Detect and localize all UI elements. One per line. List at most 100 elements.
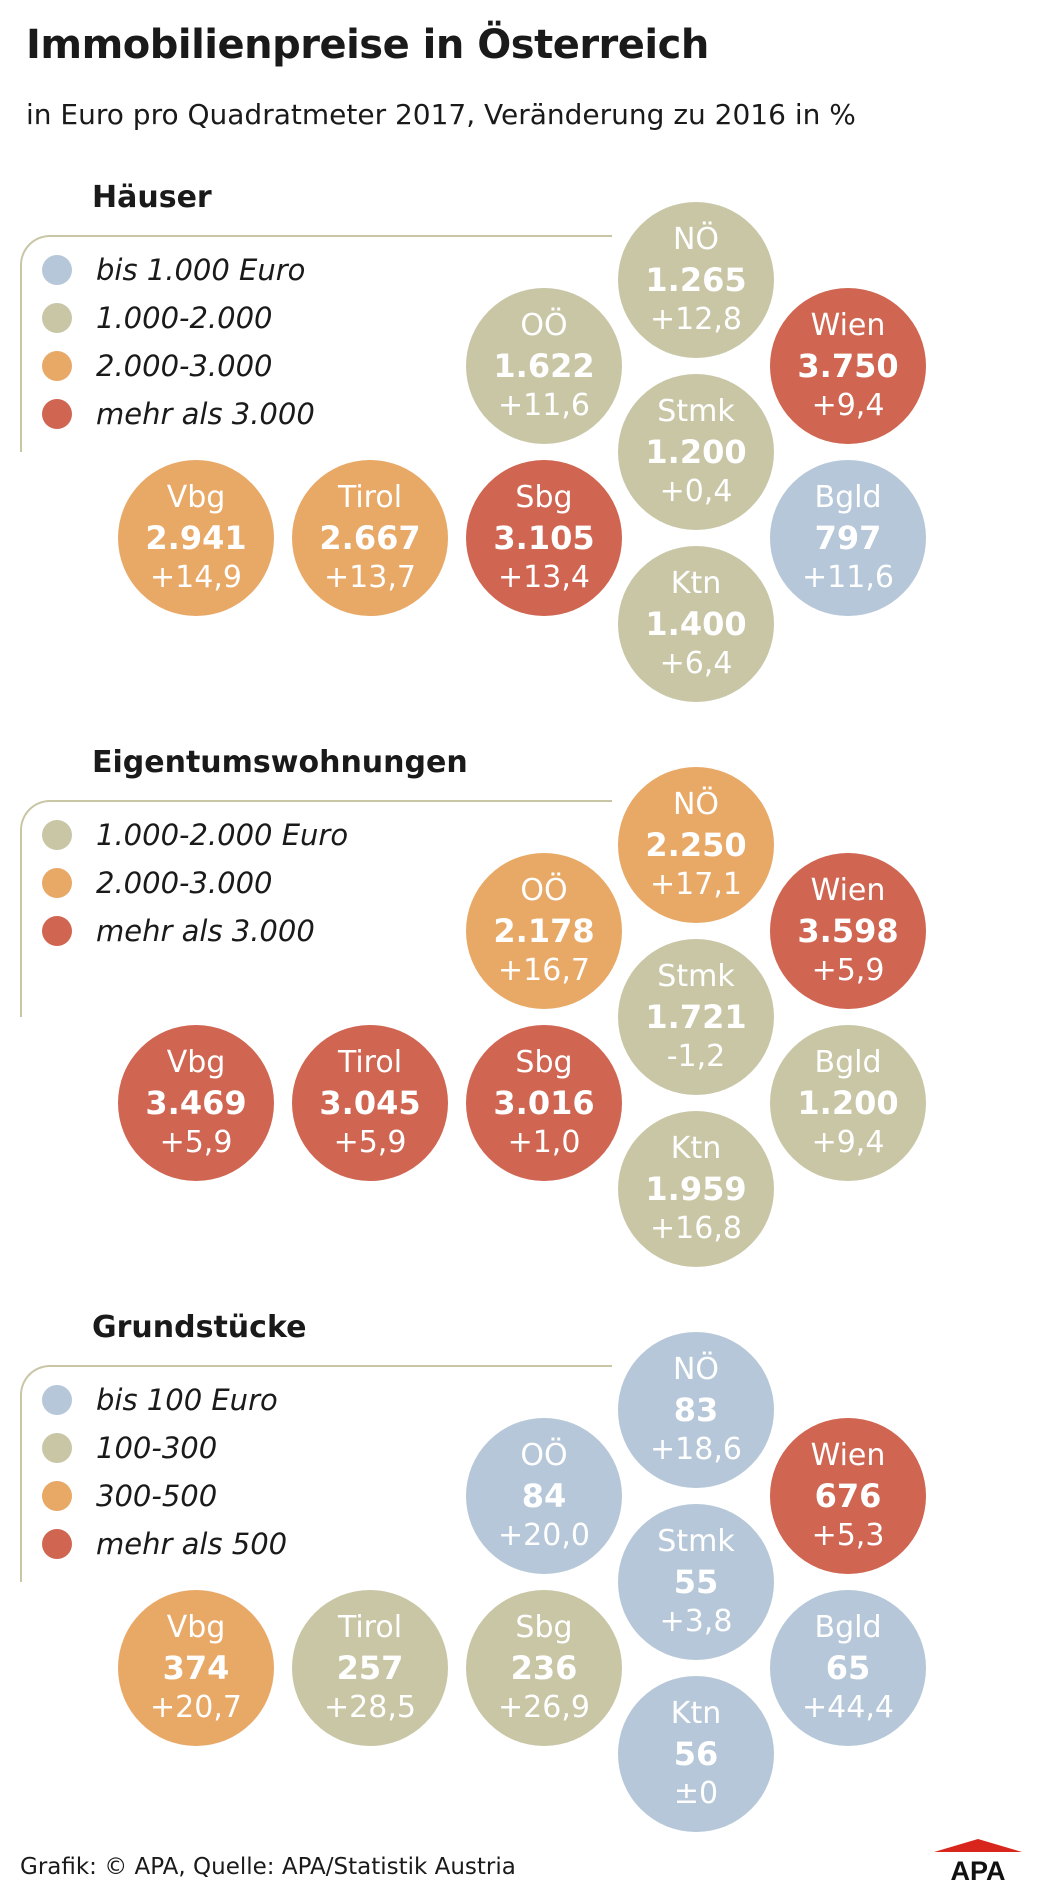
footer-source: Grafik: © APA, Quelle: APA/Statistik Aus… [20, 1854, 516, 1880]
bubble-stmk: Stmk 1.721 -1,2 [618, 939, 774, 1095]
region-name: Sbg [515, 1045, 573, 1080]
region-name: Wien [810, 1438, 886, 1473]
bubble-ktn: Ktn 56 ±0 [618, 1676, 774, 1832]
region-change: +20,0 [498, 1518, 590, 1553]
legend-label: mehr als 3.000 [96, 914, 315, 948]
region-change: -1,2 [666, 1039, 726, 1074]
legend-label: bis 1.000 Euro [96, 253, 306, 287]
region-change: +16,8 [650, 1211, 742, 1246]
region-price: 676 [814, 1477, 882, 1515]
region-price: 3.045 [319, 1084, 421, 1122]
bubble-tirol: Tirol 3.045 +5,9 [292, 1025, 448, 1181]
region-name: Sbg [515, 1610, 573, 1645]
region-name: Tirol [337, 1610, 403, 1645]
region-name: Ktn [670, 1131, 722, 1166]
bubble-ktn: Ktn 1.400 +6,4 [618, 546, 774, 702]
region-name: Tirol [337, 1045, 403, 1080]
region-change: +5,9 [333, 1125, 407, 1160]
legend-item: mehr als 500 [42, 1524, 287, 1564]
legend-label: 100-300 [96, 1431, 218, 1465]
legend-label: mehr als 3.000 [96, 397, 315, 431]
region-change: +3,8 [659, 1604, 733, 1639]
region-price: 797 [814, 519, 882, 557]
bubble-noe: NÖ 1.265 +12,8 [618, 202, 774, 358]
region-price: 1.959 [645, 1170, 747, 1208]
region-name: Vbg [166, 1045, 226, 1080]
legend-item: 2.000-3.000 [42, 346, 273, 386]
region-name: NÖ [672, 222, 720, 257]
bubble-vbg: Vbg 2.941 +14,9 [118, 460, 274, 616]
bubble-noe: NÖ 83 +18,6 [618, 1332, 774, 1488]
region-price: 55 [673, 1563, 719, 1601]
section-title: Häuser [92, 180, 212, 215]
region-change: +9,4 [811, 388, 885, 423]
region-name: Bgld [814, 1045, 882, 1080]
bubble-sbg: Sbg 3.105 +13,4 [466, 460, 622, 616]
region-change: +5,9 [159, 1125, 233, 1160]
region-change: +13,7 [324, 560, 416, 595]
region-price: 3.598 [797, 912, 899, 950]
region-name: Bgld [814, 1610, 882, 1645]
logo-roof [934, 1839, 1022, 1852]
region-name: NÖ [672, 787, 720, 822]
region-change: +11,6 [802, 560, 894, 595]
bubble-wien: Wien 676 +5,3 [770, 1418, 926, 1574]
region-name: Wien [810, 873, 886, 908]
bubble-wien: Wien 3.598 +5,9 [770, 853, 926, 1009]
region-price: 84 [521, 1477, 567, 1515]
legend-item: mehr als 3.000 [42, 911, 315, 951]
bubble-vbg: Vbg 374 +20,7 [118, 1590, 274, 1746]
region-change: +5,9 [811, 953, 885, 988]
bubble-bgld: Bgld 1.200 +9,4 [770, 1025, 926, 1181]
region-change: ±0 [673, 1776, 719, 1811]
region-name: OÖ [520, 1438, 568, 1473]
region-change: +28,5 [324, 1690, 416, 1725]
legend-label: 1.000-2.000 Euro [96, 818, 349, 852]
legend-frame [20, 235, 612, 452]
legend-swatch [42, 399, 72, 429]
region-name: OÖ [520, 873, 568, 908]
bubble-tirol: Tirol 257 +28,5 [292, 1590, 448, 1746]
region-price: 65 [825, 1649, 871, 1687]
bubble-tirol: Tirol 2.667 +13,7 [292, 460, 448, 616]
region-price: 374 [162, 1649, 230, 1687]
legend-item: mehr als 3.000 [42, 394, 315, 434]
region-change: +17,1 [650, 867, 742, 902]
region-price: 1.200 [797, 1084, 899, 1122]
region-name: NÖ [672, 1352, 720, 1387]
bubble-ooe: OÖ 84 +20,0 [466, 1418, 622, 1574]
legend-swatch [42, 351, 72, 381]
region-price: 257 [336, 1649, 404, 1687]
region-name: Bgld [814, 480, 882, 515]
region-name: Tirol [337, 480, 403, 515]
legend-swatch [42, 255, 72, 285]
bubble-bgld: Bgld 65 +44,4 [770, 1590, 926, 1746]
section-eigentumswohnungen: Eigentumswohnungen 1.000-2.000 Euro 2.000… [0, 745, 1040, 1305]
region-price: 1.721 [645, 998, 747, 1036]
region-name: Vbg [166, 480, 226, 515]
region-name: Sbg [515, 480, 573, 515]
region-name: Stmk [657, 1524, 735, 1559]
region-price: 2.250 [645, 826, 747, 864]
legend-label: 1.000-2.000 [96, 301, 273, 335]
region-price: 1.400 [645, 605, 747, 643]
bubble-ktn: Ktn 1.959 +16,8 [618, 1111, 774, 1267]
region-name: Stmk [657, 394, 735, 429]
region-change: +26,9 [498, 1690, 590, 1725]
legend-frame [20, 1365, 612, 1582]
bubble-stmk: Stmk 55 +3,8 [618, 1504, 774, 1660]
legend-item: bis 100 Euro [42, 1380, 278, 1420]
bubble-bgld: Bgld 797 +11,6 [770, 460, 926, 616]
legend-item: 1.000-2.000 [42, 298, 273, 338]
region-change: +16,7 [498, 953, 590, 988]
bubble-sbg: Sbg 3.016 +1,0 [466, 1025, 622, 1181]
legend-swatch [42, 303, 72, 333]
region-price: 2.178 [493, 912, 595, 950]
section-title: Grundstücke [92, 1310, 307, 1345]
region-change: +6,4 [659, 646, 733, 681]
section-haeuser: Häuser bis 1.000 Euro 1.000-2.000 2.000-3.… [0, 180, 1040, 740]
region-price: 3.469 [145, 1084, 247, 1122]
region-change: +20,7 [150, 1690, 242, 1725]
region-change: +9,4 [811, 1125, 885, 1160]
region-change: +12,8 [650, 302, 742, 337]
